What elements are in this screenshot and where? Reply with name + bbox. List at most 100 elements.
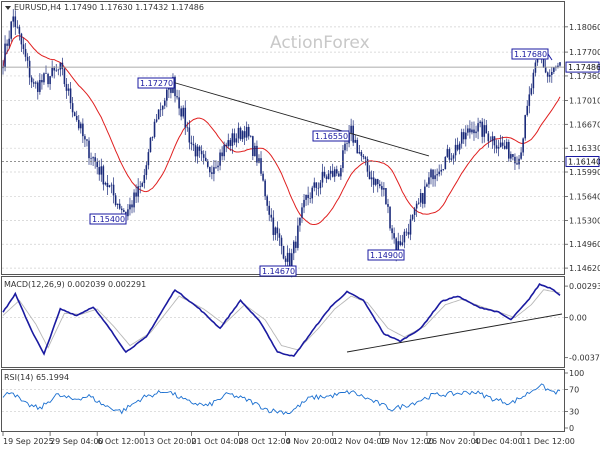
candle-body xyxy=(82,123,84,137)
candle-body xyxy=(192,143,195,146)
candle-body xyxy=(278,233,281,238)
candle-body xyxy=(489,141,492,142)
candle-body xyxy=(4,43,6,68)
candle-body xyxy=(110,184,113,186)
candle-body xyxy=(370,177,373,180)
candle-body xyxy=(147,152,150,166)
macd-tick-label: 0.002933 xyxy=(569,282,600,291)
candle-body xyxy=(137,186,139,197)
candle-body xyxy=(407,232,410,235)
candle-body xyxy=(166,89,168,101)
candle-body xyxy=(61,62,64,69)
candle-body xyxy=(473,129,475,134)
candle-body xyxy=(477,123,479,132)
trendline xyxy=(172,81,430,157)
ohlc-readout: 1.17490 1.17630 1.17432 1.17486 xyxy=(64,3,204,12)
candle-body xyxy=(381,186,383,190)
label-1-14900-box xyxy=(367,249,405,261)
candle-body xyxy=(227,140,230,147)
candle-body xyxy=(487,133,490,142)
candle-body xyxy=(319,182,322,189)
candles xyxy=(2,9,561,278)
candle-body xyxy=(421,193,424,204)
rsi-tick-label: 100 xyxy=(569,369,584,378)
macd-tick-label: -0.003724 xyxy=(569,354,600,363)
rsi-tick-label: 0 xyxy=(569,424,574,433)
candle-body xyxy=(411,214,414,220)
candle-body xyxy=(86,139,88,141)
candle-body xyxy=(18,26,21,34)
candle-body xyxy=(479,121,481,124)
candle-body xyxy=(155,119,158,122)
price-labels: 1.17270 1.16550 1.17680 1.15400 1.14670 1.149… xyxy=(89,48,600,277)
candle-body xyxy=(39,80,41,92)
candle-body xyxy=(446,149,449,157)
candle-body xyxy=(133,192,135,208)
candle-body xyxy=(360,152,363,156)
candle-body xyxy=(178,97,180,109)
candle-body xyxy=(362,155,365,158)
time-tick-label: 12 Nov 04:00 xyxy=(333,437,387,446)
candle-body xyxy=(260,158,262,174)
candle-body xyxy=(270,214,273,218)
candle-body xyxy=(483,125,486,137)
watermark: ActionForex xyxy=(270,33,370,53)
candle-body xyxy=(211,172,213,174)
candle-body xyxy=(8,38,10,46)
candle-body xyxy=(184,107,187,128)
candle-body xyxy=(387,204,389,207)
candle-body xyxy=(462,132,465,140)
candle-body xyxy=(510,154,512,159)
candle-body xyxy=(90,158,92,159)
time-tick-label: 21 Oct 04:00 xyxy=(191,437,243,446)
candle-body xyxy=(358,152,361,154)
candle-body xyxy=(335,169,338,174)
candle-body xyxy=(47,73,49,85)
candle-body xyxy=(264,180,266,197)
candle-body xyxy=(364,157,367,159)
candle-body xyxy=(73,112,76,116)
candle-body xyxy=(30,77,33,83)
candle-body xyxy=(123,210,125,212)
candle-body xyxy=(221,152,223,157)
candle-body xyxy=(120,208,123,211)
candle-body xyxy=(475,131,477,134)
rsi-title: RSI(14) 65.1994 xyxy=(4,373,69,382)
candle-body xyxy=(297,225,299,248)
label-1-15400: 1.15400 xyxy=(92,215,125,224)
candle-body xyxy=(321,171,324,183)
candle-body xyxy=(161,105,164,110)
candle-body xyxy=(57,69,60,71)
macd-lines xyxy=(2,283,563,358)
candle-body xyxy=(151,136,154,138)
candle-body xyxy=(102,166,105,185)
dropdown-triangle-icon[interactable] xyxy=(5,6,11,10)
candle-body xyxy=(303,199,305,208)
candle-body xyxy=(231,133,234,146)
price-lines xyxy=(2,66,564,162)
candle-body xyxy=(448,149,451,160)
price-axis: 1.18060 1.17700 1.17360 1.17010 1.16670 1.163… xyxy=(564,23,600,273)
candle-body xyxy=(75,115,78,120)
candle-body xyxy=(307,194,309,199)
price-tick-label: 1.17010 xyxy=(569,96,600,105)
candle-body xyxy=(196,146,199,157)
candle-body xyxy=(442,169,445,170)
candle-body xyxy=(104,182,107,185)
candle-body xyxy=(116,203,119,205)
candle-body xyxy=(266,196,268,206)
symbol-label: EURUSD,H4 xyxy=(14,3,61,12)
candle-body xyxy=(317,187,320,189)
time-tick-label: 26 Nov 20:00 xyxy=(427,437,481,446)
candle-body xyxy=(282,246,285,259)
candle-body xyxy=(542,58,545,68)
time-tick-label: 4 Nov 20:00 xyxy=(286,437,335,446)
rsi-line xyxy=(2,383,561,416)
candle-body xyxy=(249,136,252,137)
candle-body xyxy=(209,166,211,173)
candle-body xyxy=(262,173,264,181)
candle-body xyxy=(546,72,549,77)
candle-body xyxy=(444,156,447,170)
candle-body xyxy=(131,204,133,208)
